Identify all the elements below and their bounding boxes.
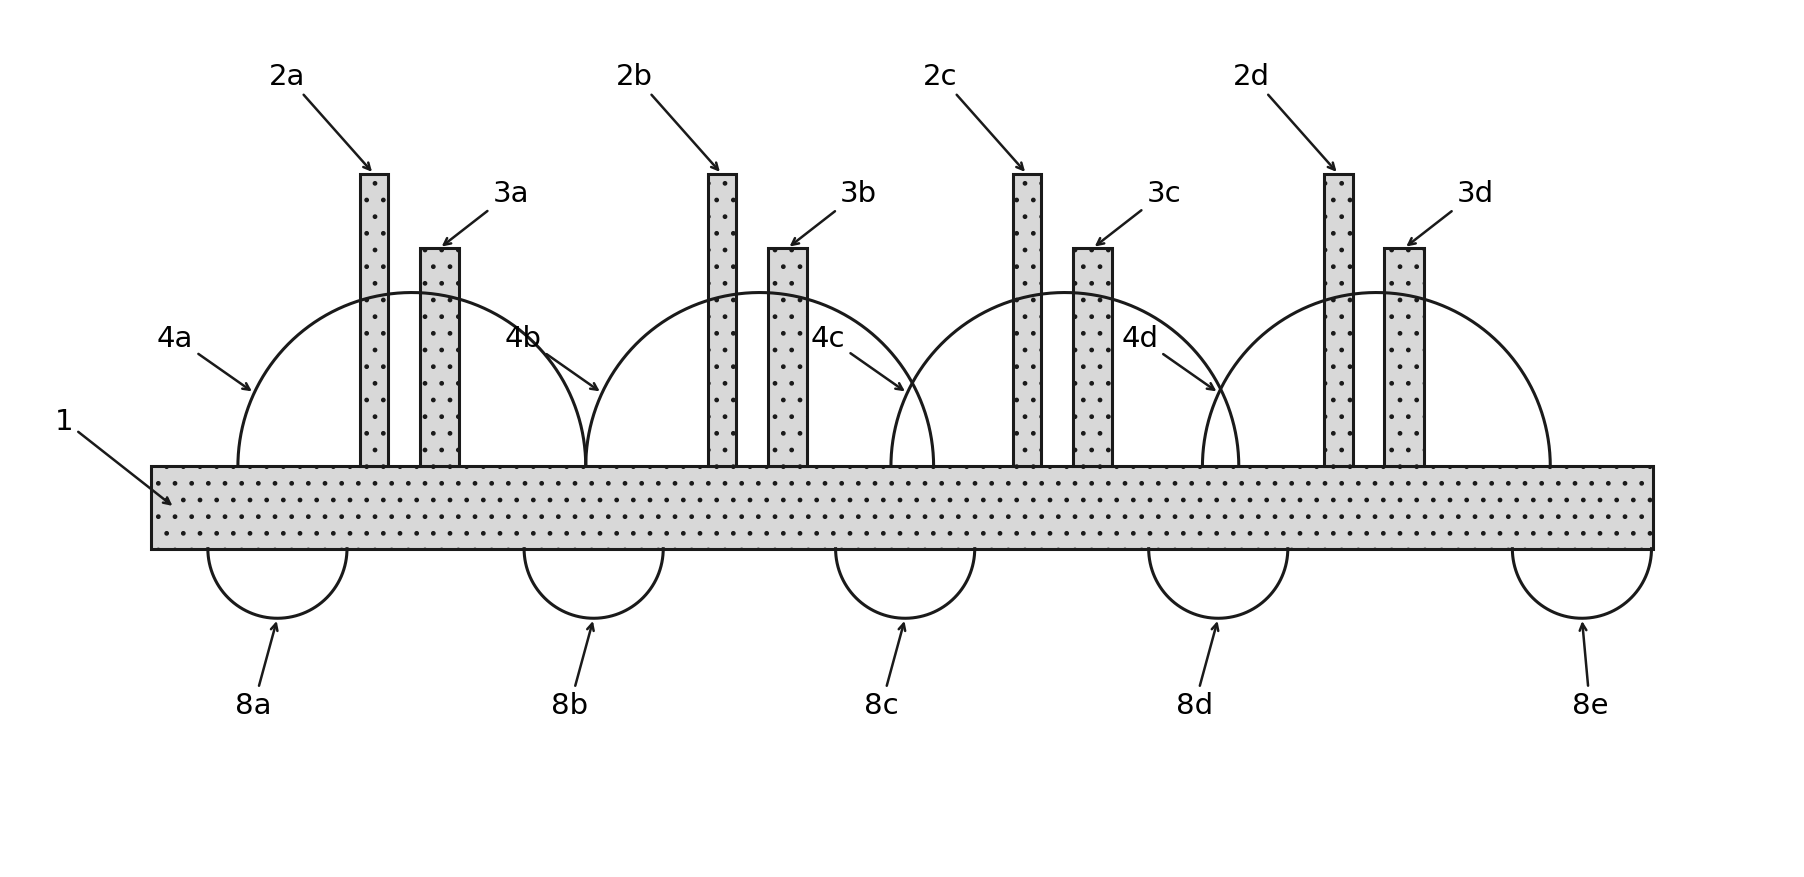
Bar	[767, 249, 806, 467]
Text: 4d: 4d	[1120, 324, 1214, 390]
Text: 1: 1	[54, 407, 170, 504]
Bar	[1073, 249, 1113, 467]
Bar	[152, 467, 1652, 549]
Text: 8e: 8e	[1571, 624, 1607, 719]
Text: 3b: 3b	[792, 180, 877, 246]
Text: 3c: 3c	[1097, 180, 1182, 246]
Bar	[1012, 175, 1041, 467]
Text: 2b: 2b	[617, 63, 718, 170]
Text: 8b: 8b	[552, 624, 594, 719]
Text: 2a: 2a	[269, 63, 370, 170]
Bar	[420, 249, 460, 467]
Text: 8a: 8a	[236, 624, 278, 719]
Bar	[1324, 175, 1353, 467]
Text: 2c: 2c	[922, 63, 1023, 170]
Bar	[707, 175, 736, 467]
Text: 8c: 8c	[864, 624, 906, 719]
Text: 4c: 4c	[812, 324, 902, 390]
Bar	[1384, 249, 1423, 467]
Text: 4b: 4b	[505, 324, 597, 390]
Text: 8d: 8d	[1176, 624, 1218, 719]
Text: 2d: 2d	[1232, 63, 1335, 170]
Bar	[359, 175, 388, 467]
Text: 3a: 3a	[444, 180, 529, 246]
Text: 4a: 4a	[157, 324, 249, 390]
Text: 3d: 3d	[1409, 180, 1494, 246]
